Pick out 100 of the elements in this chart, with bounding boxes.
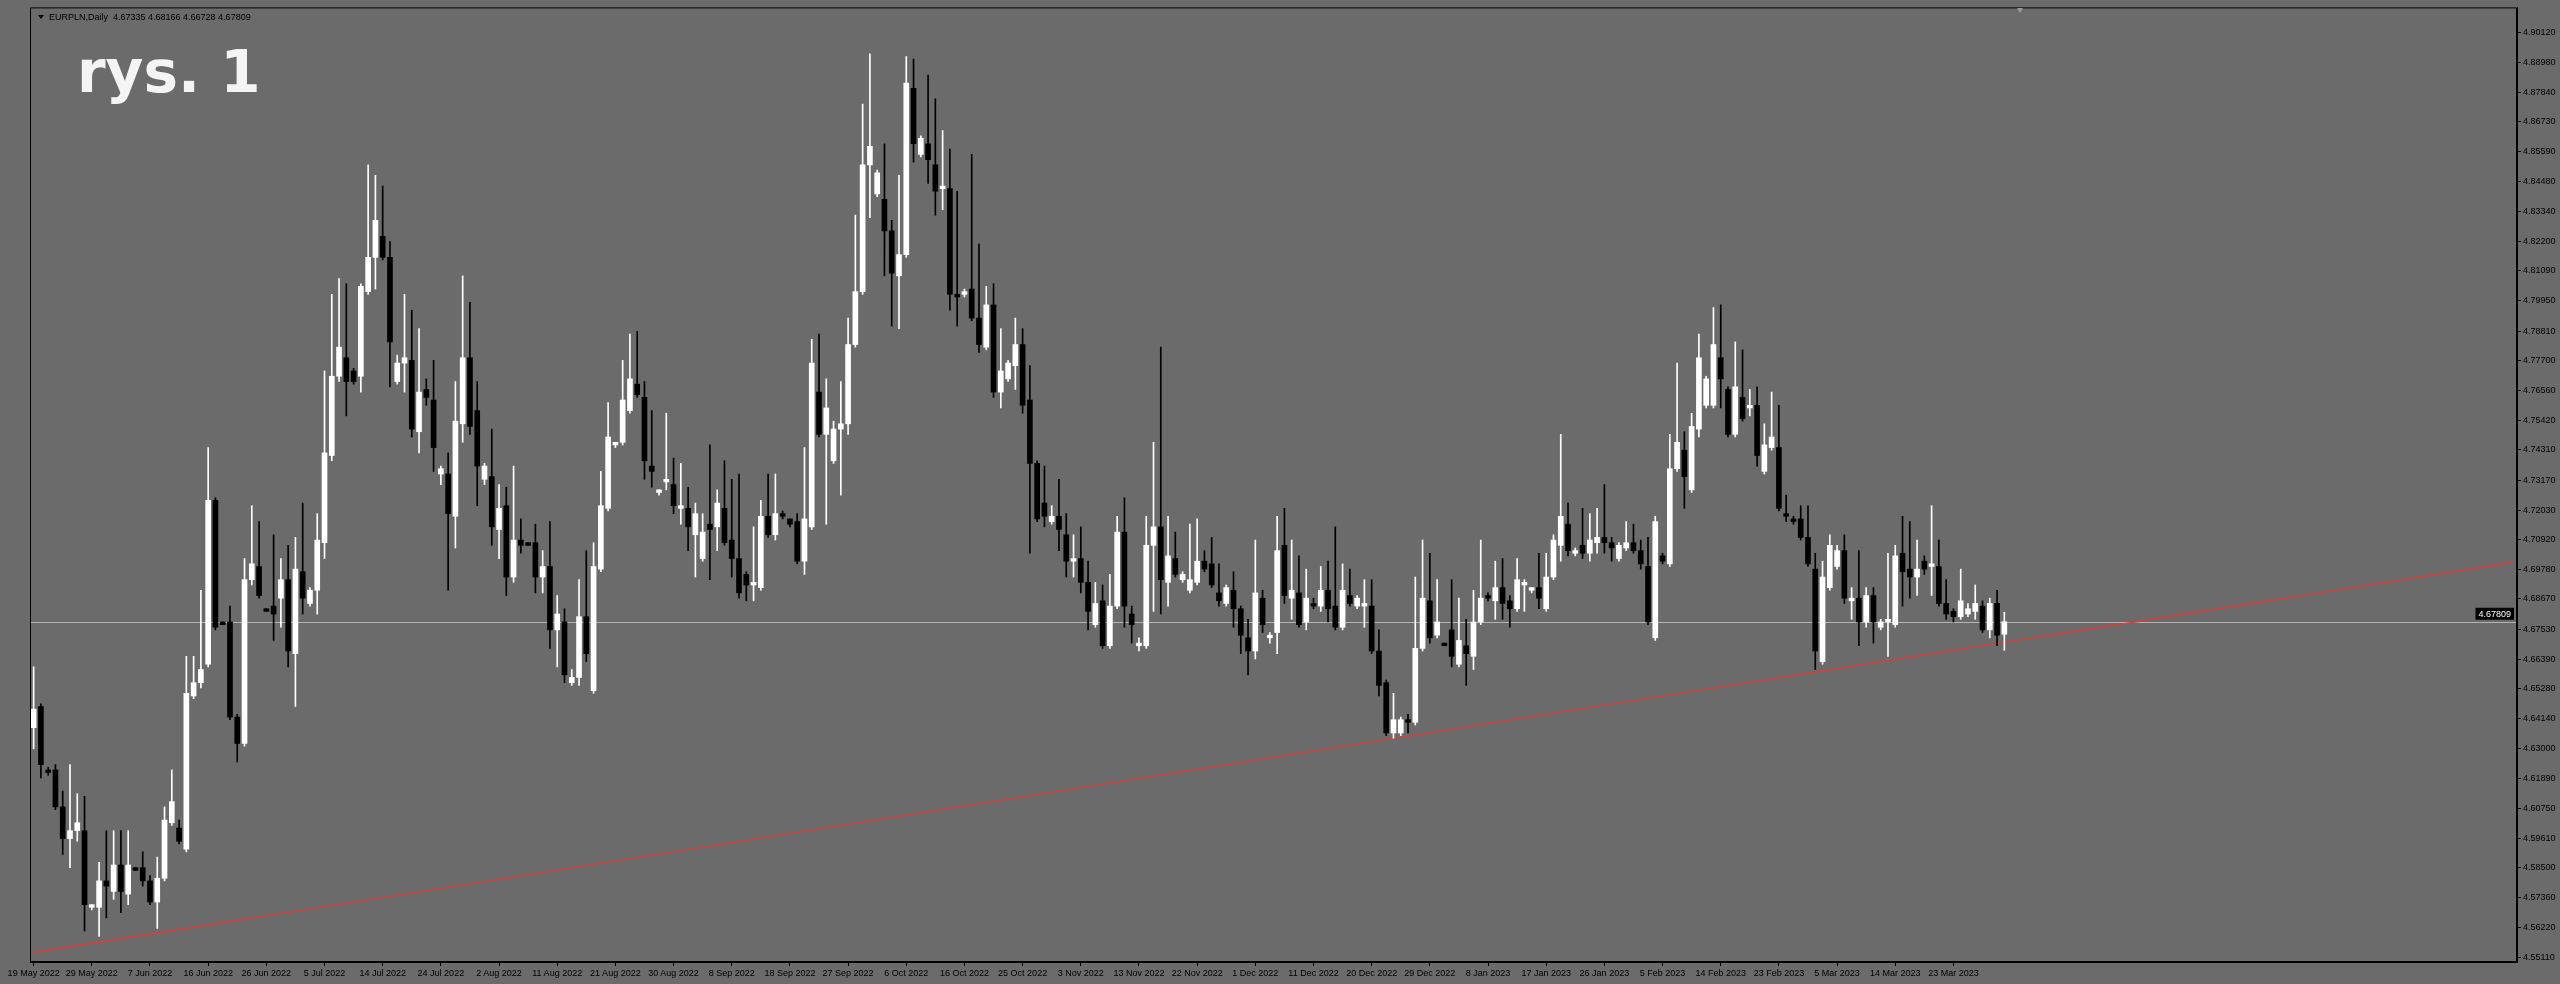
ref-line-label: 4.67809 (2478, 608, 2512, 619)
x-tick-label: 7 Jun 2022 (127, 967, 173, 978)
candlestick (1463, 618, 1470, 686)
y-tick-label: 4.86730 (2523, 116, 2556, 127)
x-tick-label: 16 Jun 2022 (183, 967, 233, 978)
y-tick-label: 4.67530 (2523, 623, 2556, 634)
y-tick-label: 4.75420 (2523, 415, 2556, 426)
x-tick-label: 11 Aug 2022 (532, 967, 583, 978)
candlestick (634, 331, 641, 398)
candlestick (1914, 539, 1920, 596)
x-tick-label: 14 Mar 2023 (1869, 967, 1921, 978)
candlestick (1783, 494, 1789, 522)
candlestick (1056, 478, 1062, 551)
y-tick-label: 4.72030 (2523, 504, 2556, 515)
candlestick (678, 463, 684, 525)
candlestick (1157, 346, 1164, 615)
y-tick-label: 4.73170 (2523, 474, 2556, 485)
candlestick (198, 589, 204, 689)
x-tick-label: 8 Sep 2022 (708, 967, 755, 978)
x-tick-label: 29 Dec 2022 (1404, 967, 1456, 978)
x-tick-label: 14 Feb 2023 (1695, 967, 1746, 978)
candlestick (1557, 434, 1564, 562)
y-tick-label: 4.88980 (2523, 56, 2556, 67)
x-tick-label: 13 Nov 2022 (1113, 967, 1165, 978)
x-tick-label: 20 Dec 2022 (1346, 967, 1398, 978)
candlestick (539, 550, 546, 594)
x-tick-label: 16 Oct 2022 (939, 967, 989, 978)
y-tick-label: 4.79950 (2523, 295, 2556, 306)
x-tick-label: 11 Dec 2022 (1288, 967, 1339, 978)
x-tick-label: 17 Jan 2023 (1521, 967, 1571, 978)
candlestick (1492, 560, 1499, 620)
y-tick-label: 4.56220 (2523, 922, 2556, 933)
candlestick (1405, 714, 1411, 734)
x-tick-label: 3 Nov 2022 (1057, 967, 1104, 978)
y-tick-label: 4.87840 (2523, 86, 2556, 97)
x-tick-label: 14 Jul 2022 (359, 967, 406, 978)
candlestick (823, 378, 830, 525)
y-tick-label: 4.74310 (2523, 444, 2556, 455)
y-tick-label: 4.57360 (2523, 892, 2556, 903)
candlestick (867, 53, 873, 219)
candlestick (1717, 304, 1724, 409)
y-tick-label: 4.63000 (2523, 743, 2556, 754)
y-tick-label: 4.68670 (2523, 593, 2556, 604)
candlestick (648, 410, 655, 488)
candlestick (248, 505, 255, 586)
y-tick-label: 4.66390 (2523, 653, 2556, 664)
x-tick-label: 26 Jan 2023 (1579, 967, 1630, 978)
y-tick-label: 4.77700 (2523, 354, 2556, 365)
candlestick (343, 283, 350, 417)
x-tick-label: 5 Mar 2023 (1814, 967, 1860, 978)
y-tick-label: 4.78810 (2523, 325, 2556, 336)
candlestick (707, 444, 713, 581)
y-tick-label: 4.58500 (2523, 862, 2556, 873)
x-tick-label: 29 May 2022 (65, 967, 118, 978)
y-tick-label: 4.90120 (2523, 26, 2556, 37)
x-tick-label: 19 May 2022 (7, 967, 60, 978)
x-tick-label: 24 Jul 2022 (417, 967, 465, 978)
candlestick (1245, 618, 1251, 676)
candlestick (968, 153, 975, 322)
x-tick-label: 21 Aug 2022 (590, 967, 641, 978)
candlestick (1536, 552, 1542, 610)
x-tick-label: 2 Aug 2022 (476, 967, 522, 978)
y-tick-label: 4.83340 (2523, 205, 2556, 216)
y-tick-label: 4.60750 (2523, 802, 2556, 813)
text: EURPLN,Daily 4.67335 4.68166 4.66728 4.67809 (49, 11, 251, 22)
candlestick (976, 243, 982, 353)
x-tick-label: 18 Sep 2022 (764, 967, 816, 978)
y-tick-label: 4.64140 (2523, 713, 2556, 724)
candlestick (1347, 568, 1353, 607)
candlestick (1434, 579, 1440, 639)
candlestick (1216, 563, 1222, 607)
y-tick-label: 4.69780 (2523, 564, 2556, 575)
y-tick-label: 4.81090 (2523, 265, 2556, 276)
candlestick (1288, 539, 1295, 620)
y-tick-label: 4.70920 (2523, 534, 2556, 545)
candlestick (663, 412, 670, 491)
annotation: rys. 1 (77, 38, 261, 107)
candlestick (1746, 389, 1753, 417)
y-tick-label: 4.59610 (2523, 832, 2556, 843)
candlestick (554, 595, 561, 668)
x-tick-label: 5 Feb 2023 (1639, 967, 1686, 978)
y-tick-label: 4.76560 (2523, 384, 2556, 395)
x-tick-label: 26 Jun 2022 (241, 967, 292, 978)
x-tick-label: 30 Aug 2022 (648, 967, 699, 978)
candlestick (925, 74, 931, 184)
candlestick (1906, 521, 1913, 599)
x-tick-label: 23 Feb 2023 (1753, 967, 1805, 978)
y-tick-label: 4.55110 (2523, 951, 2555, 962)
x-tick-label: 6 Oct 2022 (884, 967, 929, 978)
x-tick-label: 1 Dec 2022 (1232, 967, 1279, 978)
x-tick-label: 8 Jan 2023 (1465, 967, 1511, 978)
y-tick-label: 4.65280 (2523, 683, 2556, 694)
x-tick-label: 5 Jul 2022 (303, 967, 346, 978)
y-tick-label: 4.61890 (2523, 772, 2556, 783)
y-tick-label: 4.84480 (2523, 175, 2556, 186)
candlestick (1856, 550, 1862, 647)
x-tick-label: 27 Sep 2022 (822, 967, 874, 978)
y-tick-label: 4.85590 (2523, 146, 2556, 157)
y-tick-label: 4.82200 (2523, 235, 2556, 246)
candlestick (299, 502, 306, 615)
